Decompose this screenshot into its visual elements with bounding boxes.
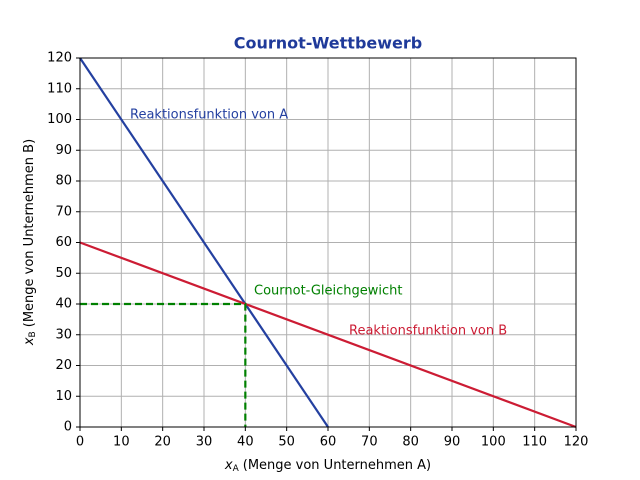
- y-tick-label: 0: [64, 420, 72, 435]
- plot-frame: [79, 57, 577, 428]
- series-label: Reaktionsfunktion von A: [130, 108, 288, 123]
- y-tick-label: 50: [55, 266, 72, 281]
- y-label-text: (Menge von Unternehmen B): [22, 139, 37, 327]
- series-label: Reaktionsfunktion von B: [349, 324, 507, 339]
- x-label-subscript: A: [233, 464, 240, 474]
- x-tick-label: 90: [444, 435, 461, 450]
- line: [79, 57, 329, 428]
- x-tick-label: 40: [237, 435, 254, 450]
- x-axis-label: xA (Menge von Unternehmen A): [224, 458, 431, 474]
- y-tick-label: 120: [47, 51, 72, 66]
- y-tick-label: 80: [55, 174, 72, 189]
- x-tick-label: 70: [361, 435, 378, 450]
- x-label-text: (Menge von Unternehmen A): [243, 458, 431, 473]
- y-tick-label: 90: [55, 143, 72, 158]
- x-tick-label: 110: [522, 435, 547, 450]
- y-tick-label: 20: [55, 358, 72, 373]
- x-tick-label: 60: [320, 435, 337, 450]
- y-tick-label: 60: [55, 235, 72, 250]
- x-tick-label: 30: [196, 435, 213, 450]
- x-tick-label: 50: [278, 435, 295, 450]
- x-tick-label: 20: [154, 435, 171, 450]
- y-tick-label: 30: [55, 327, 72, 342]
- dashed-line: [80, 302, 247, 427]
- y-tick-label: 110: [47, 81, 72, 96]
- x-tick-label: 100: [481, 435, 506, 450]
- x-tick-label: 80: [402, 435, 419, 450]
- y-label-symbol: x: [22, 337, 37, 346]
- y-tick-label: 40: [55, 297, 72, 312]
- x-tick-label: 120: [564, 435, 589, 450]
- chart-title: Cournot-Wettbewerb: [234, 34, 422, 53]
- y-tick-label: 10: [55, 389, 72, 404]
- line: [79, 241, 577, 429]
- y-axis-label: xB (Menge von Unternehmen B): [22, 139, 38, 346]
- x-tick-label: 0: [76, 435, 84, 450]
- annotation: Cournot-Gleichgewicht: [254, 284, 403, 299]
- x-label-symbol: x: [224, 458, 233, 473]
- x-tick-label: 10: [113, 435, 130, 450]
- y-label-subscript: B: [28, 331, 38, 337]
- y-tick-label: 70: [55, 204, 72, 219]
- y-tick-label: 100: [47, 112, 72, 127]
